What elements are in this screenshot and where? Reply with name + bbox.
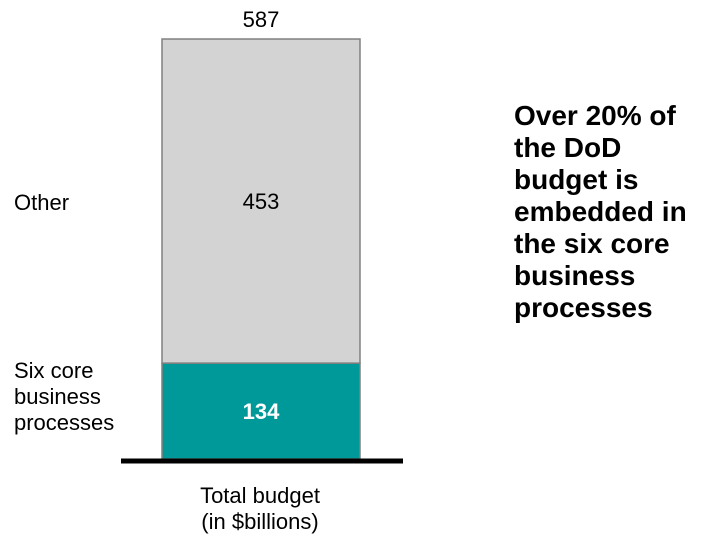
six-core-label-line: Six core — [14, 358, 94, 383]
bar-segment-other — [161, 38, 361, 364]
bar-segment-six-core — [161, 362, 361, 460]
callout-line: business — [514, 260, 636, 291]
category-label-other: Other — [14, 190, 70, 215]
six-core-label-line: processes — [14, 410, 115, 435]
x-axis-label-line: Total budget — [200, 483, 320, 508]
category-label-six-core: Six core business processes — [14, 358, 114, 436]
callout-line: the six core — [514, 228, 670, 259]
six-core-label-line: business — [14, 384, 101, 409]
callout-line: the DoD — [514, 132, 622, 163]
bar-value-label: 134 — [243, 399, 280, 424]
callout-text: Over 20% of the DoD budget is embedded in th… — [514, 100, 714, 324]
callout-line: budget is — [514, 164, 639, 195]
x-axis-label-line: (in $billions) — [201, 509, 319, 534]
callout-line: embedded in — [514, 196, 687, 227]
x-axis-label: Total budget (in $billions) — [140, 483, 380, 535]
total-value-label: 587 — [243, 7, 280, 32]
callout-line: Over 20% of — [514, 100, 676, 131]
bar-value-label: 453 — [243, 189, 280, 214]
callout-line: processes — [514, 292, 653, 323]
bar-group: 134 453 — [161, 38, 361, 460]
